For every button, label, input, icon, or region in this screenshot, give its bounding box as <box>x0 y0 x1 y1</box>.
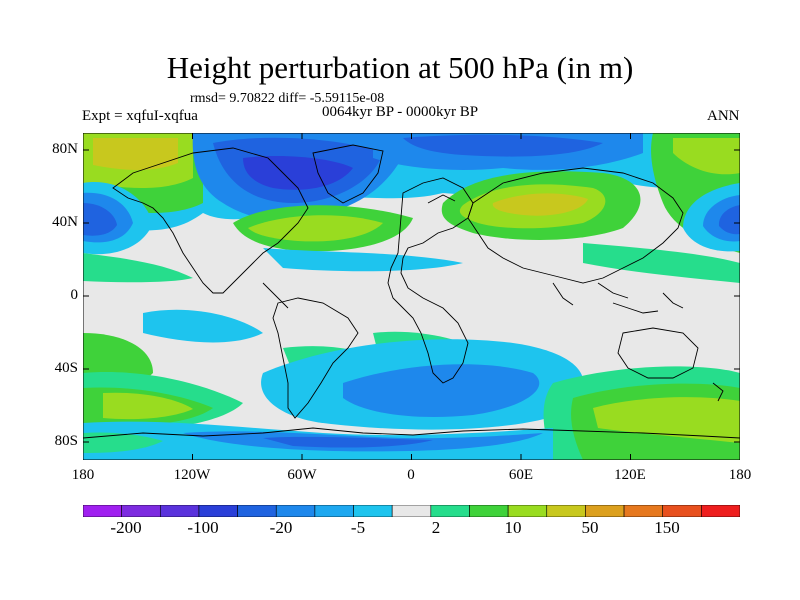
colorbar-swatch <box>585 505 625 517</box>
colorbar-label-50: 50 <box>581 518 599 537</box>
map-plot <box>83 133 740 460</box>
lat-label-40s: 40S <box>54 360 78 376</box>
colorbar-swatch <box>430 505 470 517</box>
colorbar-swatch <box>353 505 393 517</box>
colorbar-swatch <box>623 505 664 517</box>
lon-label-120w: 120W <box>173 467 211 483</box>
lon-label-120e: 120E <box>614 467 646 483</box>
colorbar-label-minus100: -100 <box>187 518 219 537</box>
colorbar-swatch <box>198 505 238 517</box>
colorbar-label-2: 2 <box>431 518 441 537</box>
season-label: ANN <box>707 108 740 124</box>
colorbar-label-minus200: -200 <box>110 518 142 537</box>
lon-label-180-left: 180 <box>71 467 95 483</box>
colorbar-swatch <box>546 505 586 517</box>
colorbar-swatch <box>469 505 509 517</box>
colorbar-swatch <box>275 505 316 517</box>
lon-label-60e: 60E <box>508 467 534 483</box>
experiment-label: Expt = xqfuI-xqfua <box>82 108 198 124</box>
colorbar-label-minus20: -20 <box>269 518 293 537</box>
colorbar-label-150: 150 <box>654 518 680 537</box>
contour-fields <box>83 133 740 460</box>
lat-label-80s: 80S <box>54 433 78 449</box>
chart-title: Height perturbation at 500 hPa (in m) <box>166 50 634 85</box>
lon-label-0: 0 <box>407 467 415 483</box>
lon-label-180-right: 180 <box>728 467 752 483</box>
colorbar-label-minus5: -5 <box>350 518 366 537</box>
lat-label-0: 0 <box>70 287 79 303</box>
colorbar-swatch <box>314 505 354 517</box>
colorbar-swatch <box>507 505 548 517</box>
lat-label-80n: 80N <box>52 141 78 157</box>
colorbar-swatch <box>391 505 432 517</box>
colorbar-swatch <box>121 505 161 517</box>
colorbar-label-10: 10 <box>504 518 522 537</box>
colorbar-swatch <box>159 505 200 517</box>
lat-label-40n: 40N <box>52 214 78 230</box>
stats-text: rmsd= 9.70822 diff= -5.59115e-08 <box>190 91 385 106</box>
coastlines <box>83 144 740 439</box>
lon-label-60w: 60W <box>287 467 317 483</box>
colorbar-swatch <box>701 505 740 517</box>
axis-ticks <box>83 133 740 460</box>
colorbar-swatch <box>237 505 277 517</box>
colorbar-swatch <box>662 505 702 517</box>
period-label: 0064kyr BP - 0000kyr BP <box>322 104 479 120</box>
colorbar-swatch <box>83 505 122 517</box>
colorbar <box>83 505 740 517</box>
